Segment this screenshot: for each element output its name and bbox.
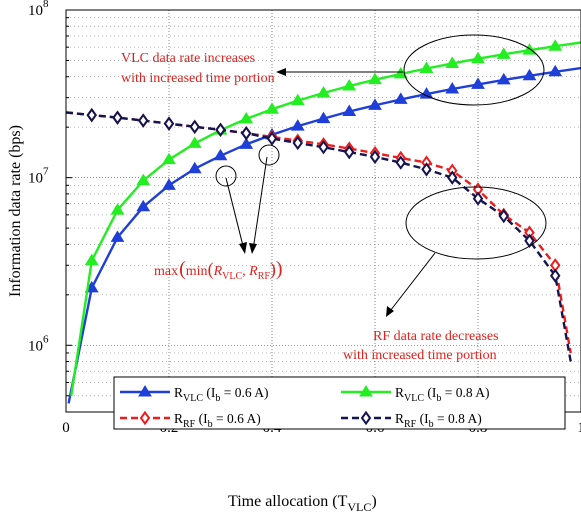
data-point (419, 87, 434, 99)
y-tick-label: 107 (28, 166, 49, 187)
data-point (162, 178, 176, 190)
data-point (368, 72, 382, 85)
data-point (136, 199, 151, 212)
data-point (162, 152, 176, 165)
data-point (344, 144, 355, 160)
data-point (163, 116, 175, 131)
annotation-maxmin: max(min(RVLC, RRF)) (154, 258, 283, 282)
data-point (522, 68, 537, 81)
data-point (395, 155, 406, 170)
annotations: VLC data rate increases with increased t… (121, 34, 547, 363)
legend-marker (139, 410, 151, 426)
annotation-rf-line1: RF data rate decreases (373, 329, 499, 344)
data-point (316, 111, 331, 124)
maxmin-arrow-2 (252, 156, 268, 251)
maxmin-arrow-1 (225, 177, 245, 251)
rf-arrowhead (386, 306, 394, 317)
series-navy (66, 107, 572, 362)
intersection-circle-2 (258, 144, 280, 166)
data-point (84, 253, 99, 266)
maxmin-r2: R (248, 264, 258, 279)
data-point (290, 93, 305, 106)
data-point (369, 149, 381, 165)
data-point (496, 47, 511, 59)
data-point (239, 137, 254, 149)
x-axis-title-sub: VLC (347, 500, 371, 514)
data-point (548, 39, 563, 51)
data-point (138, 113, 149, 128)
legend-marker (359, 385, 373, 397)
legend-label: RVLC (Ib = 0.8 A) (395, 385, 490, 404)
data-point (239, 111, 254, 124)
data-point (471, 77, 485, 89)
data-point (136, 173, 151, 186)
data-point (110, 230, 125, 242)
annotation-vlc-line1: VLC data rate increases (121, 51, 255, 66)
data-point (316, 85, 331, 98)
data-point (419, 61, 434, 73)
x-tick-label: 0 (62, 420, 70, 436)
data-point (187, 136, 202, 148)
data-point (421, 162, 432, 177)
maxmin-sub1: VLC (222, 271, 242, 282)
legend-label: RVLC (Ib = 0.6 A) (174, 385, 269, 404)
legend-marker (138, 385, 152, 397)
vlc-arrowhead (276, 68, 286, 76)
data-point (189, 119, 200, 135)
rf-arrow (386, 252, 436, 316)
x-axis-title-close: ) (371, 493, 376, 510)
data-point (393, 92, 408, 104)
data-point (86, 107, 97, 123)
data-point (368, 98, 382, 110)
data-point (498, 208, 509, 224)
y-axis-title: Information data rate (bps) (7, 125, 24, 297)
series-group (66, 39, 581, 404)
data-point (550, 268, 561, 283)
vlc-ellipse (403, 34, 545, 106)
data-point (290, 119, 305, 131)
x-axis-title: Time allocation (TVLC) (228, 493, 377, 514)
data-point (112, 110, 123, 125)
maxmin-arrowhead-2 (249, 243, 257, 254)
data-point (266, 131, 278, 146)
legend: RVLC (Ib = 0.6 A) RVLC (Ib = 0.8 A) RRF (I… (113, 376, 566, 430)
data-point (215, 122, 226, 137)
x-axis-title-main: Time allocation (T (228, 493, 348, 510)
data-point (213, 148, 228, 161)
data-point (241, 126, 252, 141)
data-point (342, 79, 357, 91)
series-green (70, 39, 581, 396)
y-tick-label: 108 (28, 0, 49, 19)
maxmin-max: max (154, 264, 178, 279)
maxmin-sub2: RF (258, 271, 271, 282)
data-point (471, 51, 485, 64)
data-point (447, 170, 458, 185)
annotation-rf-line2: with increased time portion (343, 348, 497, 363)
maxmin-min: min (186, 264, 208, 279)
data-point (187, 161, 202, 174)
y-tick-label: 106 (28, 333, 49, 354)
data-point (548, 64, 563, 77)
intersection-circle-1 (215, 165, 237, 187)
data-point (318, 139, 329, 155)
data-point (445, 56, 460, 68)
data-point (472, 191, 484, 206)
data-point (342, 104, 357, 117)
data-point (292, 135, 303, 151)
data-point (110, 203, 125, 215)
maxmin-arrowhead-1 (239, 242, 247, 254)
x-tick-label: 1 (577, 420, 581, 436)
maxmin-r1: R (213, 264, 223, 279)
legend-marker (360, 410, 372, 426)
data-point (265, 102, 279, 114)
legend-box (113, 376, 566, 430)
data-point (445, 82, 460, 94)
legend-label: RRF (Ib = 0.6 A) (174, 411, 261, 430)
data-point (496, 72, 511, 85)
legend-label: RRF (Ib = 0.8 A) (395, 411, 482, 430)
rf-ellipse (405, 186, 547, 260)
annotation-vlc-line2: with increased time portion (121, 71, 275, 86)
